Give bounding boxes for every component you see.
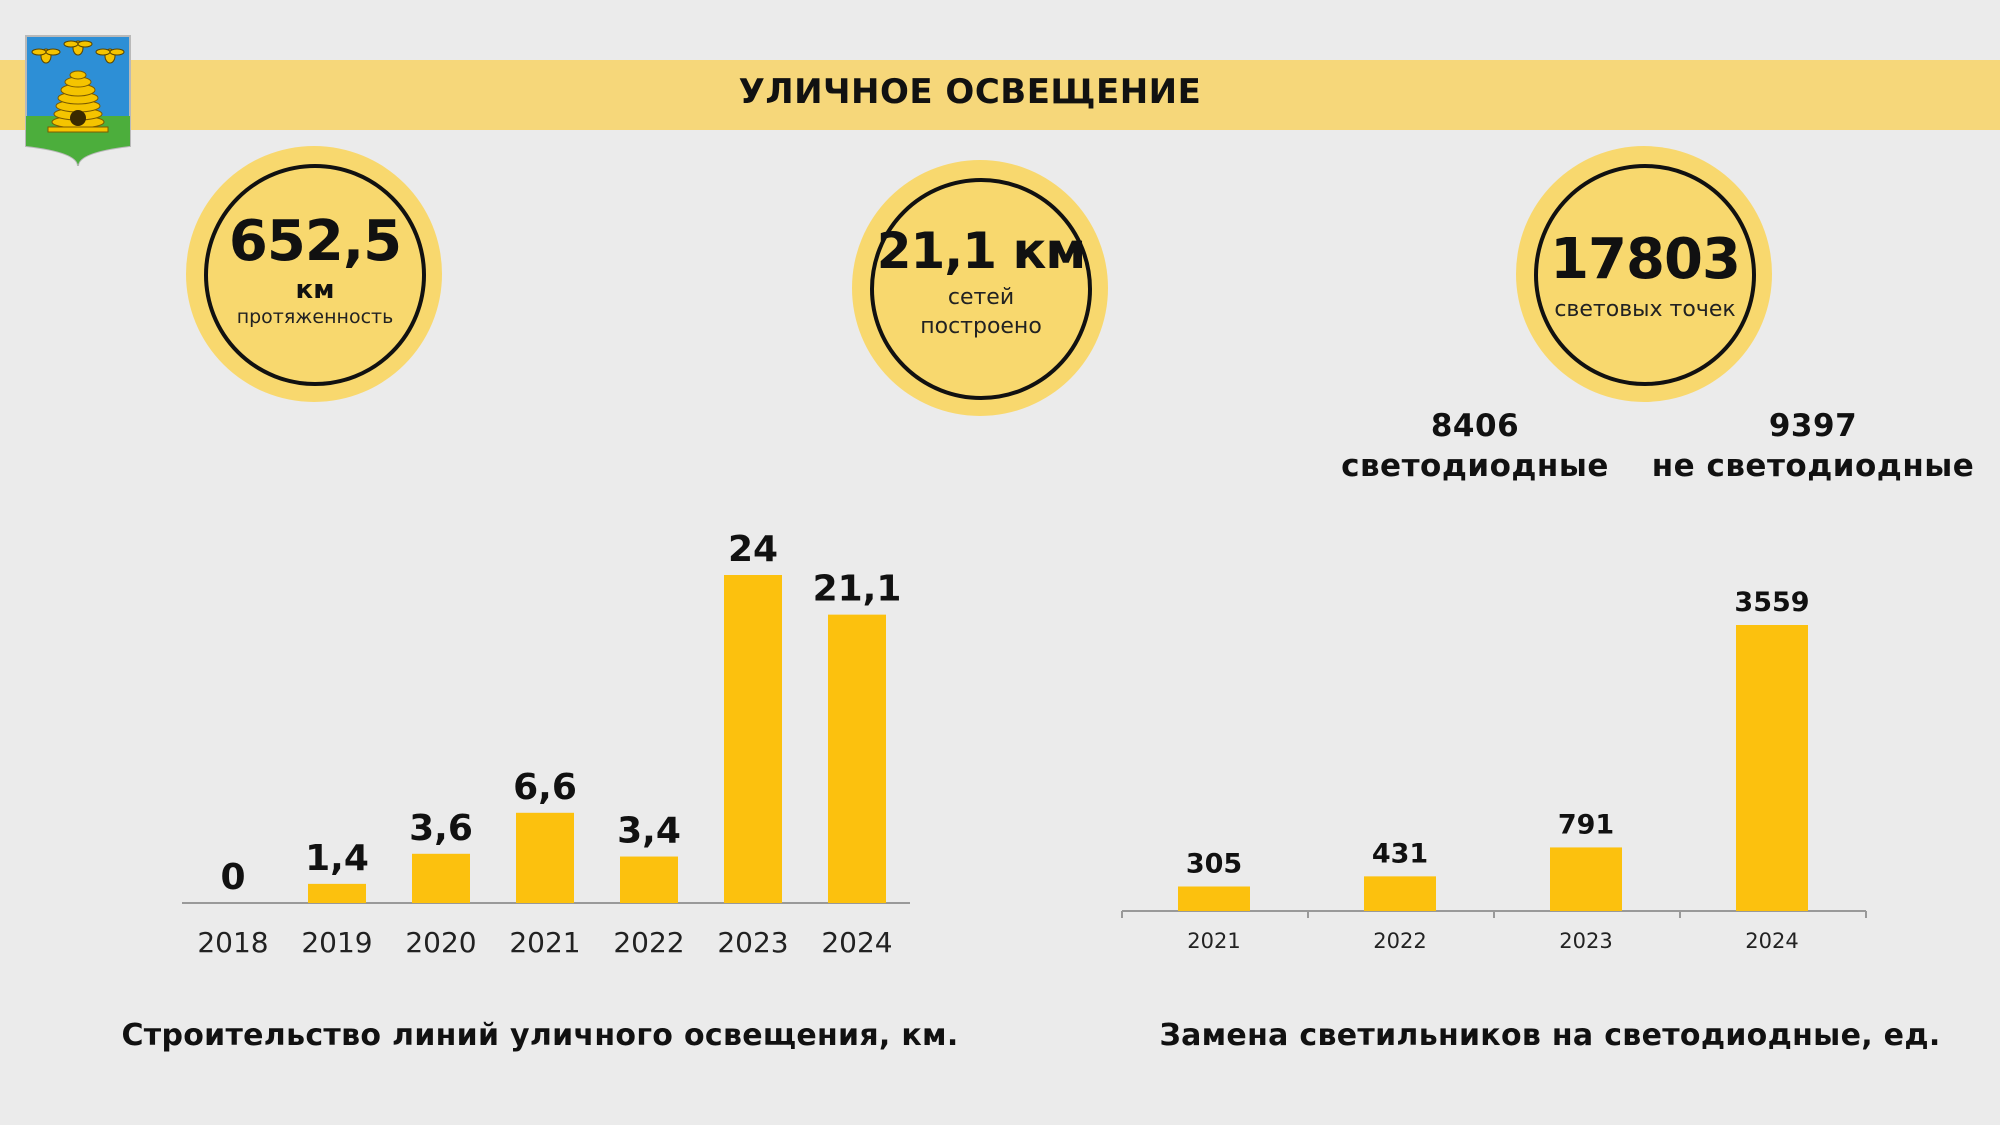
chart-1-bar: [1364, 876, 1436, 911]
kpi-length-value: 652,5: [228, 209, 402, 274]
chart-1-value-label: 305: [1186, 848, 1242, 879]
chart-1-tick-label: 2023: [1559, 929, 1612, 953]
chart-0-tick-label: 2021: [509, 926, 580, 959]
chart-0-tick-label: 2019: [301, 926, 372, 959]
chart-0-bar: [724, 575, 782, 903]
chart-0-value-label: 6,6: [513, 767, 577, 808]
chart-1-tick-label: 2024: [1745, 929, 1798, 953]
chart-1-tick-label: 2022: [1373, 929, 1426, 953]
chart-1-value-label: 791: [1558, 809, 1614, 840]
chart-0-tick-label: 2023: [717, 926, 788, 959]
kpi-built-value: 21,1 км: [876, 222, 1087, 280]
chart-0-value-label: 0: [220, 857, 245, 898]
kpi-length-badge: 652,5 км протяженность: [186, 146, 442, 402]
non-led-count: 9397: [1768, 408, 1858, 444]
chart-0-value-label: 3,4: [617, 811, 681, 852]
chart-1-bar: [1736, 625, 1808, 911]
chart-replacement-title: Замена светильников на светодиодные, ед.: [1159, 1018, 1941, 1053]
chart-0-tick-label: 2022: [613, 926, 684, 959]
chart-0-bar: [828, 614, 886, 903]
chart-1-bar: [1550, 847, 1622, 911]
kpi-length-caption: протяженность: [236, 305, 394, 328]
chart-0-bar: [308, 883, 366, 903]
chart-1-value-label: 3559: [1734, 587, 1809, 618]
chart-0-tick-label: 2018: [197, 926, 268, 959]
chart-0-value-label: 3,6: [409, 808, 473, 849]
kpi-lights-value: 17803: [1550, 227, 1741, 292]
chart-1-tick-label: 2021: [1187, 929, 1240, 953]
chart-construction-title: Строительство линий уличного освещения, …: [121, 1018, 959, 1053]
chart-0-tick-label: 2020: [405, 926, 476, 959]
chart-1-value-label: 431: [1372, 838, 1428, 869]
chart-0-value-label: 24: [728, 529, 778, 570]
coat-of-arms-beehive-icon: [25, 35, 131, 167]
kpi-length-unit: км: [295, 275, 335, 305]
chart-0-tick-label: 2024: [821, 926, 892, 959]
page-title: УЛИЧНОЕ ОСВЕЩЕНИЕ: [738, 72, 1202, 112]
led-count: 8406: [1430, 408, 1520, 444]
non-led-label: не светодиодные: [1651, 448, 1975, 484]
kpi-lights-caption: световых точек: [1554, 297, 1736, 322]
title-banner: [0, 60, 2000, 130]
chart-0-value-label: 1,4: [305, 838, 369, 879]
kpi-built-caption-line2: построено: [920, 313, 1042, 339]
chart-0-bar: [620, 856, 678, 903]
kpi-built-badge: 21,1 км сетей построено: [852, 160, 1108, 416]
chart-0-bar: [412, 853, 470, 903]
kpi-lights-badge: 17803 световых точек: [1516, 146, 1772, 402]
chart-0-bar: [516, 812, 574, 903]
led-label: светодиодные: [1341, 448, 1609, 484]
chart-1-bar: [1178, 886, 1250, 911]
kpi-built-caption-line1: сетей: [947, 285, 1015, 310]
chart-0-value-label: 21,1: [813, 569, 902, 610]
